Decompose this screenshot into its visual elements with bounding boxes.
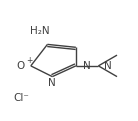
- Text: H₂N: H₂N: [30, 26, 49, 36]
- Text: +: +: [27, 57, 33, 65]
- Text: N: N: [48, 78, 56, 88]
- Text: N: N: [83, 61, 91, 71]
- Text: N: N: [104, 61, 112, 71]
- Text: Cl⁻: Cl⁻: [13, 93, 29, 103]
- Text: O: O: [17, 61, 25, 71]
